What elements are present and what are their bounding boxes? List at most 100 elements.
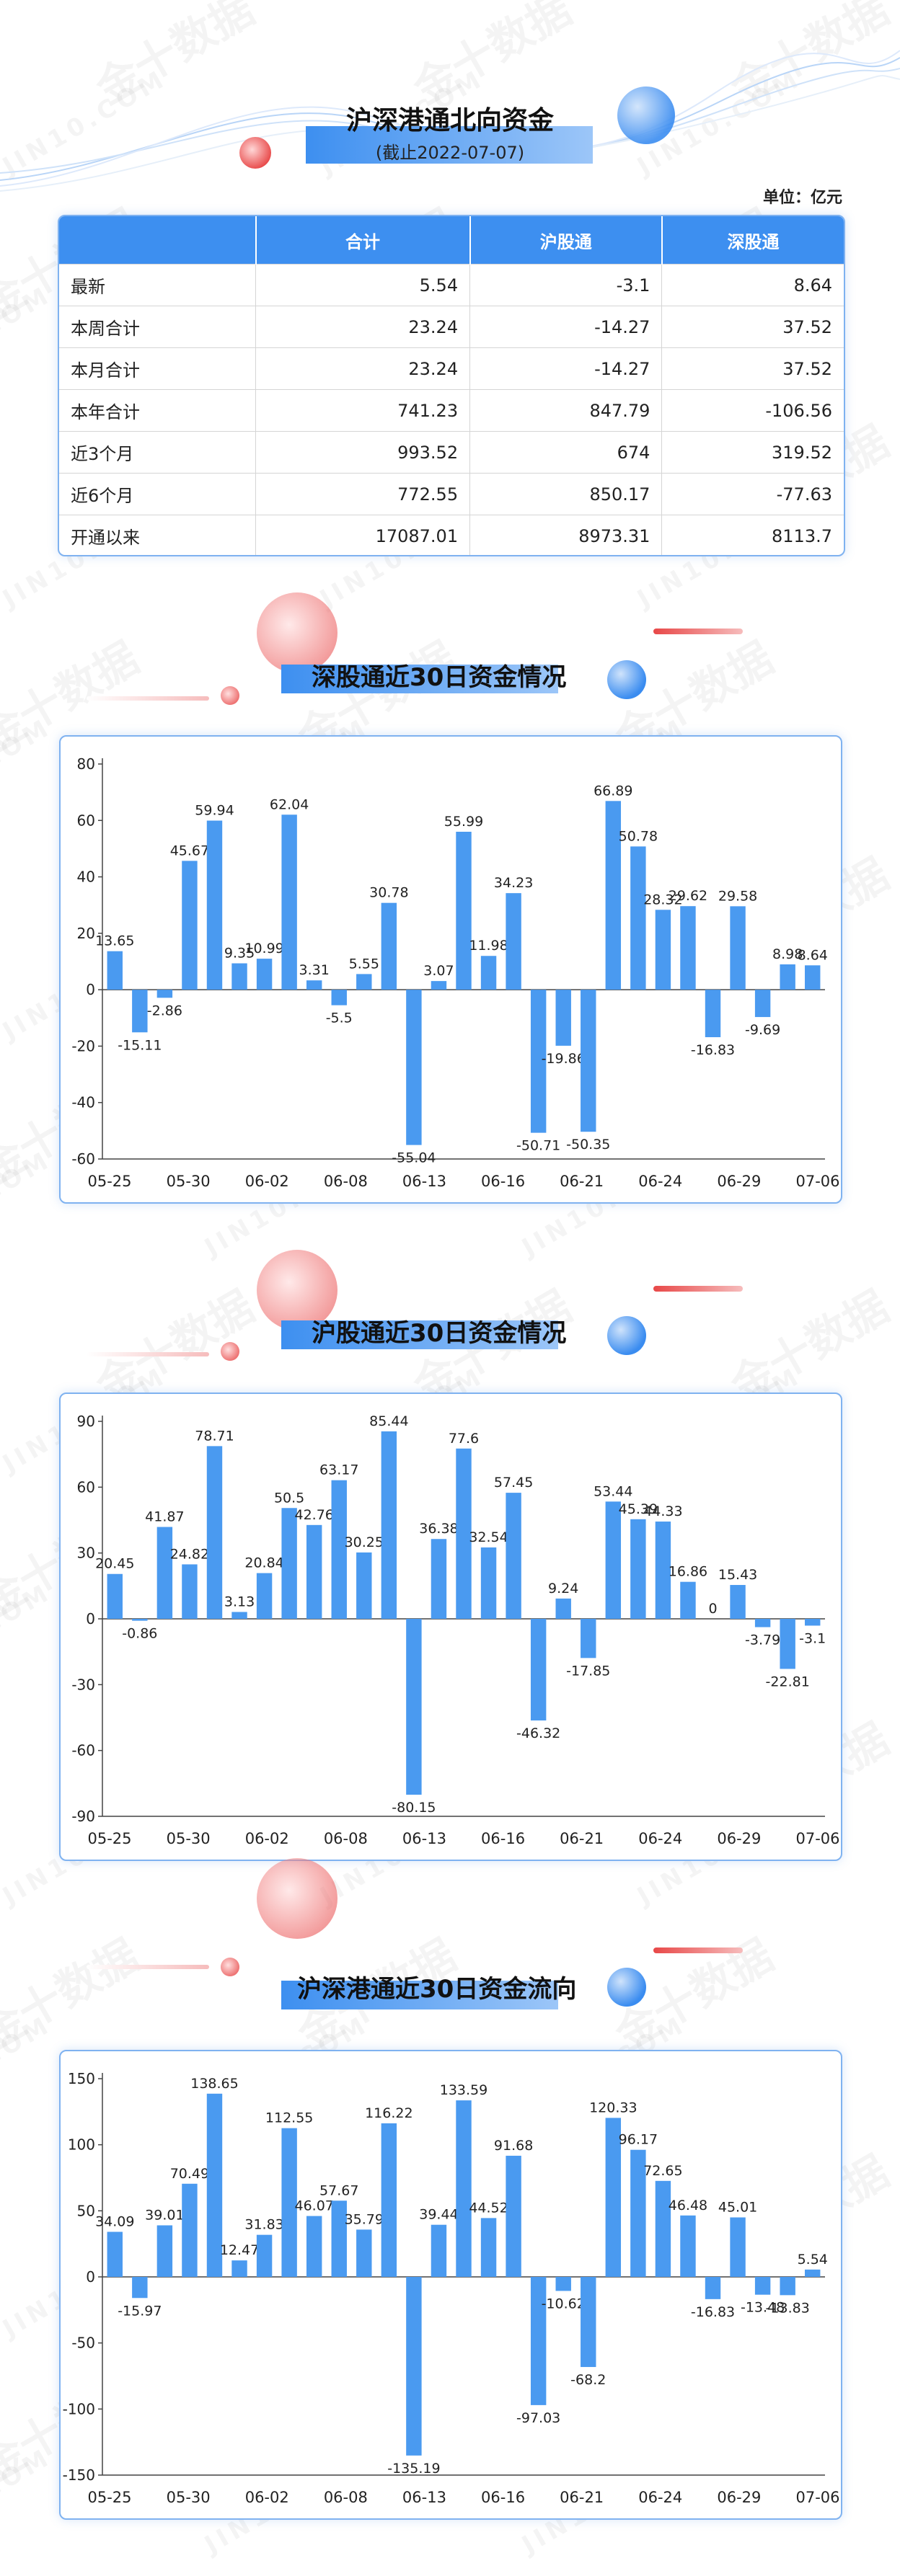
x-tick-label: 05-25 [87,1830,131,1847]
y-tick-label: -100 [63,2400,95,2417]
x-tick-label: 06-24 [638,1830,682,1847]
title-bar-decoration [306,126,593,164]
chart-title: 沪股通近30日资金情况 [312,1319,567,1348]
x-tick-label: 05-25 [87,1173,131,1190]
watermark-site: JIN10.COM [0,1578,57,1695]
bar [605,2118,622,2277]
x-tick-label: 06-21 [560,1830,604,1847]
bar [381,2123,397,2277]
data-label: -55.04 [392,1150,436,1166]
bar [132,2277,148,2299]
bar [331,990,347,1005]
bar [331,1480,347,1619]
x-tick-label: 06-02 [245,2489,289,2506]
bar [655,910,671,990]
data-label: 12.47 [220,2242,259,2258]
cell-total: 5.54 [255,264,471,306]
bar [381,902,397,990]
bar [805,1619,821,1626]
data-label: 66.89 [594,783,632,799]
bar-chart-shanghai: 90 60 30 0 -30 -60 -90 20.45 -0.86 41.87 24.82 78.7… [71,1413,839,1847]
bar [231,1612,247,1619]
table-row: 开通以来 17087.01 8973.31 8113.7 [59,515,844,555]
y-tick-label: 80 [77,755,95,773]
bar [555,990,571,1046]
data-label: 45.01 [718,2199,757,2215]
data-label: -16.83 [691,2304,735,2320]
column-header [59,216,257,265]
x-tick-label: 06-08 [324,2489,368,2506]
data-label: 15.43 [718,1567,757,1583]
data-label: 16.86 [669,1564,707,1580]
bar [780,1619,795,1669]
bar [431,981,447,990]
data-label: 34.09 [95,2214,134,2230]
bar [555,1598,571,1619]
y-tick-label: -30 [71,1676,95,1693]
y-tick-label: 90 [77,1413,95,1430]
bar [805,965,821,990]
x-tick-label: 05-30 [167,1173,211,1190]
data-label: 9.35 [224,946,255,961]
data-label: 20.84 [244,1555,283,1571]
bar [206,2093,223,2277]
x-tick-label: 06-29 [717,2489,761,2506]
data-label: -135.19 [387,2461,440,2477]
bar [581,1619,596,1658]
cell-total: 23.24 [255,306,471,348]
x-tick-label: 07-06 [795,1830,839,1847]
y-tick-label: 0 [86,2268,95,2286]
row-label: 本年合计 [59,389,256,432]
bar [356,974,372,990]
data-label: 39.01 [145,2207,184,2223]
data-label: 116.22 [365,2105,412,2121]
chart-panel: 80 60 40 20 0 -20 -40 -60 13.65 -15.11 -2.86 45.67 5… [59,735,842,1204]
data-label: 57.67 [319,2182,358,2198]
data-label: -68.2 [570,2372,606,2388]
y-tick-label: -20 [71,1037,95,1054]
cell-shenzhen: 8.64 [661,264,844,306]
bar [231,963,247,990]
bar [581,990,596,1132]
data-label: 46.48 [669,2198,707,2213]
x-tick-label: 06-16 [481,2489,525,2506]
bar [605,1501,622,1619]
decor-red-streak [653,1286,743,1292]
bar [256,959,273,990]
bar [206,820,223,990]
bar [506,893,521,990]
data-label: 85.44 [369,1413,408,1429]
bar [107,951,123,990]
bar [754,990,771,1018]
bar [256,2234,273,2277]
bar [331,2200,347,2277]
bar [381,1431,397,1619]
y-tick-label: 150 [68,2070,95,2087]
data-label: 133.59 [440,2082,488,2098]
bar [705,990,721,1038]
data-label: -3.1 [799,1630,826,1646]
data-label: 112.55 [265,2110,313,2126]
data-label: -97.03 [516,2410,560,2426]
section-title-bar [281,1320,558,1349]
x-tick-label: 07-06 [795,2489,839,2506]
data-label: 55.99 [444,814,483,830]
data-label: 3.31 [299,962,330,978]
decor-blue-ball [617,86,675,144]
data-label: 39.44 [419,2207,458,2223]
row-label: 近3个月 [59,431,256,474]
bar [406,2277,422,2456]
y-tick-label: -90 [71,1808,95,1825]
watermark-site: JIN10.COM [0,713,57,830]
y-tick-label: -60 [71,1150,95,1168]
bar [506,2155,521,2277]
decor-red-ball [221,686,239,705]
decor-blue-ball [607,1968,646,2007]
bar [480,1547,497,1619]
decor-red-streak [653,629,743,634]
bar [281,814,297,990]
data-label: 5.55 [349,956,379,972]
bar [206,1446,223,1619]
watermark-brand: 金十数据 [0,1922,149,2062]
column-header: 深股通 [661,216,844,265]
